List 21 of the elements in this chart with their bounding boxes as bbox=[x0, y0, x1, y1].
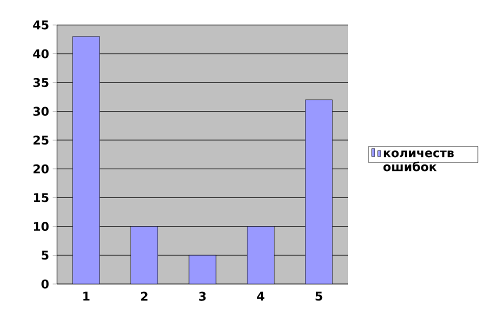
x-tick-label: 3 bbox=[199, 292, 206, 301]
x-tick-label: 1 bbox=[83, 292, 90, 300]
bar bbox=[305, 100, 333, 284]
bar bbox=[130, 226, 158, 284]
y-tick-label: 25 bbox=[34, 136, 48, 145]
legend-label: количеств ошибок bbox=[383, 150, 454, 172]
y-tick-label: 10 bbox=[34, 222, 49, 231]
x-tick-label: 5 bbox=[316, 292, 322, 301]
y-tick-label: 15 bbox=[34, 193, 48, 202]
y-tick-label: 35 bbox=[33, 78, 48, 88]
y-tick-label: 5 bbox=[42, 250, 48, 260]
y-tick-label: 45 bbox=[33, 20, 48, 30]
y-tick-label: 30 bbox=[33, 106, 49, 116]
bar bbox=[72, 36, 100, 284]
x-tick-label: 4 bbox=[257, 292, 264, 300]
y-tick-label: 20 bbox=[34, 164, 49, 174]
y-tick-label: 40 bbox=[33, 49, 49, 58]
bar bbox=[188, 255, 216, 284]
y-tick-label: 0 bbox=[41, 279, 49, 289]
x-tick-label: 2 bbox=[141, 292, 148, 301]
bar bbox=[246, 226, 274, 284]
